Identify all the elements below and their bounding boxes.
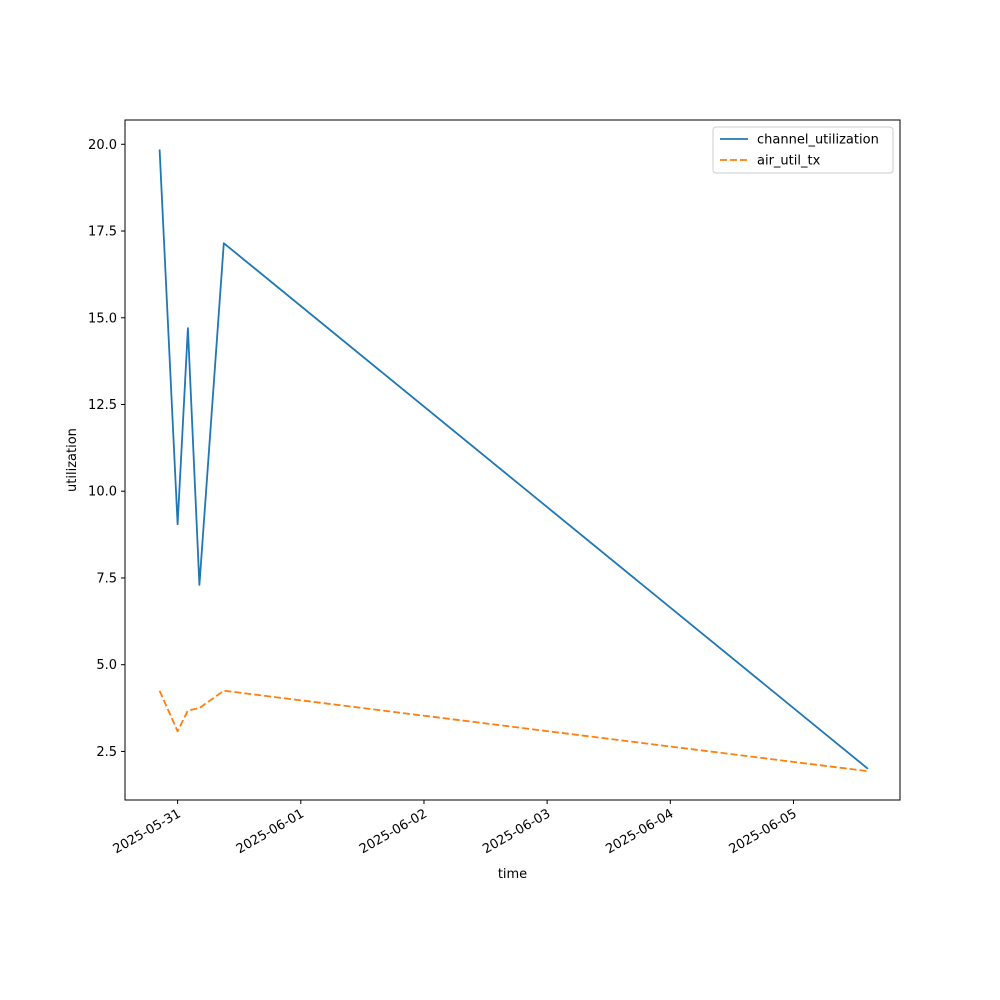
plot-frame: [124, 119, 901, 801]
y-tick-label: 17.5: [88, 225, 117, 240]
x-axis-label: time: [498, 867, 527, 882]
series-layer: [158, 149, 869, 773]
legend-label: air_util_tx: [757, 154, 821, 169]
series-line-air-util-tx: [158, 689, 869, 773]
y-tick-label: 20.0: [88, 138, 117, 153]
series-line-channel-utilization: [158, 149, 869, 770]
y-tick-label: 12.5: [88, 398, 117, 413]
y-tick-label: 2.5: [96, 745, 117, 760]
y-tick-label: 7.5: [96, 571, 117, 586]
y-tick-label: 5.0: [96, 658, 117, 673]
y-tick-label: 15.0: [88, 311, 117, 326]
y-axis-label: utilization: [65, 428, 80, 492]
y-tick-label: 10.0: [88, 485, 117, 500]
legend: channel_utilization air_util_tx: [712, 126, 894, 174]
y-axis: 2.5 5.0 7.5 10.0 12.5 15.0 17.5 20.0: [88, 138, 125, 760]
legend-label: channel_utilization: [757, 133, 879, 148]
legend-box: [712, 126, 894, 174]
